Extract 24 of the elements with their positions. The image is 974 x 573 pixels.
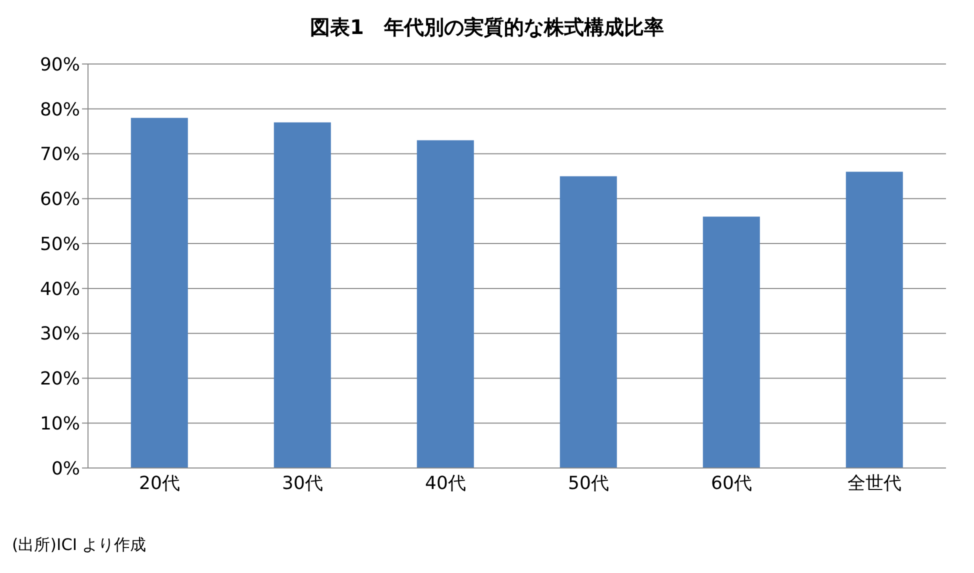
y-tick-label: 50%	[40, 234, 80, 255]
chart-title: 図表1 年代別の実質的な株式構成比率	[309, 14, 665, 41]
bar	[846, 172, 903, 468]
y-tick-label: 90%	[40, 54, 80, 76]
y-tick-label: 40%	[40, 278, 80, 300]
y-tick-label: 30%	[40, 324, 80, 345]
y-tick-label: 20%	[40, 368, 80, 390]
y-tick-label: 70%	[40, 144, 80, 166]
x-tick-label: 30代	[282, 472, 323, 494]
y-tick-label: 60%	[40, 189, 80, 210]
text: (出所)ICI より作成	[12, 535, 146, 556]
x-tick-label: 50代	[568, 472, 609, 494]
x-tick-label: 40代	[425, 472, 466, 494]
y-tick-label: 0%	[51, 458, 80, 480]
bar	[130, 118, 188, 468]
x-tick-label: 20代	[139, 472, 180, 494]
bar	[560, 176, 617, 468]
y-tick-label: 10%	[40, 414, 80, 434]
bar	[274, 122, 331, 468]
x-tick-label: 全世代	[848, 472, 902, 494]
y-tick-label: 80%	[40, 99, 80, 120]
x-tick-label: 60代	[711, 472, 752, 494]
bar	[416, 140, 474, 468]
bar	[702, 216, 760, 468]
